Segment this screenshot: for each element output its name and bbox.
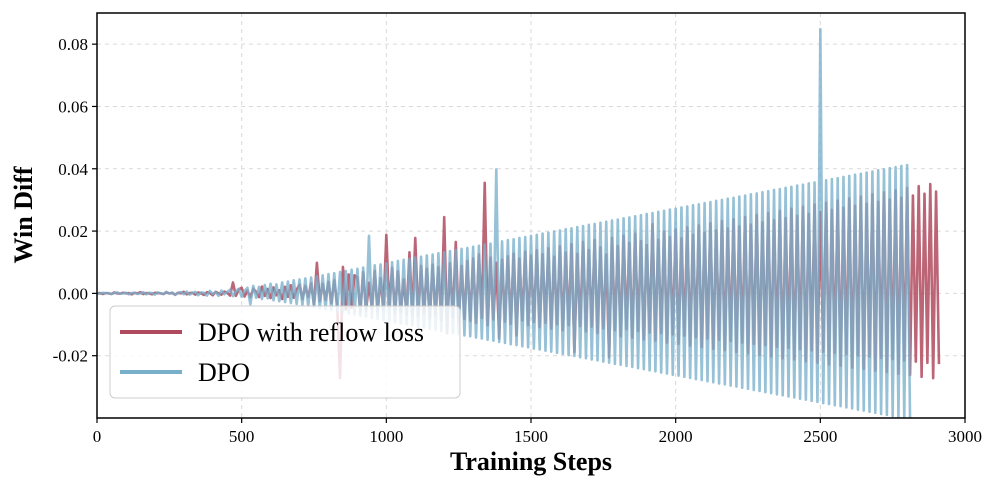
y-tick-label-3: 0.04 bbox=[58, 160, 88, 179]
x-tick-label-3: 1500 bbox=[514, 427, 548, 446]
x-tick-label-5: 2500 bbox=[803, 427, 837, 446]
legend: DPO with reflow loss DPO bbox=[109, 305, 461, 399]
x-axis-title: Training Steps bbox=[450, 447, 612, 476]
series-line-dpo bbox=[97, 27, 912, 418]
y-tick-label-4: 0.06 bbox=[58, 97, 88, 116]
y-tick-label-1: 0.00 bbox=[58, 284, 88, 303]
legend-label-dpo-reflow: DPO with reflow loss bbox=[198, 318, 424, 347]
x-tick-label-0: 0 bbox=[93, 427, 102, 446]
x-tick-label-1: 500 bbox=[229, 427, 255, 446]
y-tick-label-5: 0.08 bbox=[58, 35, 88, 54]
x-tick-label-2: 1000 bbox=[369, 427, 403, 446]
legend-label-dpo: DPO bbox=[198, 358, 250, 387]
x-axis-ticks: 0 500 1000 1500 2000 2500 3000 bbox=[93, 418, 982, 446]
legend-box bbox=[109, 305, 461, 399]
y-tick-label-0: -0.02 bbox=[53, 347, 88, 366]
y-axis-ticks: -0.02 0.00 0.02 0.04 0.06 0.08 bbox=[53, 35, 97, 366]
x-tick-label-6: 3000 bbox=[948, 427, 982, 446]
y-tick-label-2: 0.02 bbox=[58, 222, 88, 241]
x-tick-label-4: 2000 bbox=[659, 427, 693, 446]
series-layer bbox=[97, 27, 941, 418]
y-axis-title: Win Diff bbox=[9, 166, 38, 263]
